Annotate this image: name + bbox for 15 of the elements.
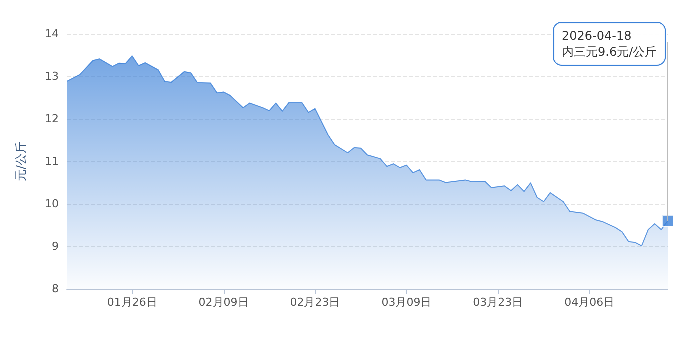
x-tick-label: 03月09日: [382, 296, 432, 309]
y-tick-label: 9: [52, 240, 59, 253]
y-tick-label: 8: [52, 282, 59, 296]
x-tick-label: 02月23日: [290, 296, 340, 309]
x-tick-label: 04月06日: [564, 296, 615, 309]
y-tick-label: 12: [45, 112, 59, 126]
annotation: 2026-04-18 内三元9.6元/公斤: [562, 29, 658, 59]
x-tick-label: 01月26日: [107, 296, 158, 309]
y-tick-label: 10: [45, 198, 59, 210]
y-tick-label: 14: [45, 28, 59, 40]
x-tick-label: 03月23日: [473, 296, 524, 309]
x-tick-label: 02月09日: [198, 296, 249, 309]
y-axis-title: 元/公斤: [14, 141, 28, 182]
y-tick-label: 11: [45, 155, 59, 168]
y-tick-label: 13: [45, 70, 59, 83]
